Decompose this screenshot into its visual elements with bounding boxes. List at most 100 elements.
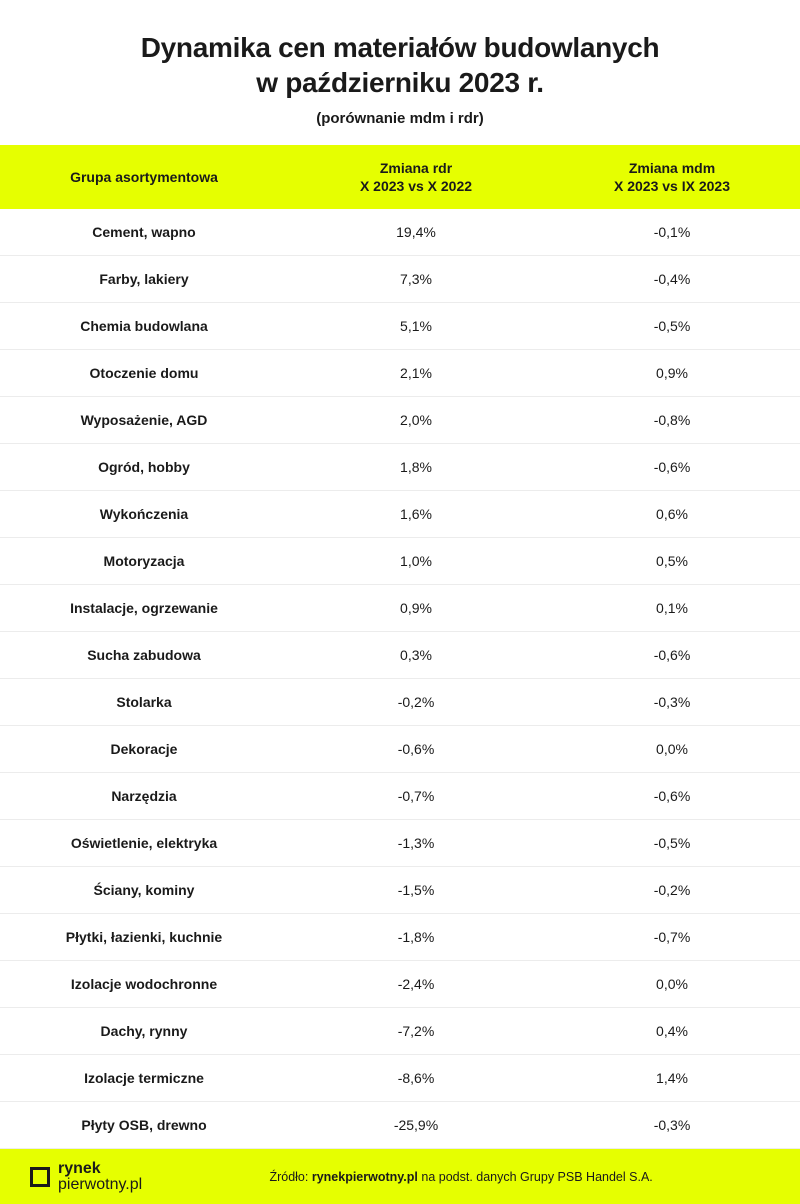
title-line-1: Dynamika cen materiałów budowlanych [141,32,660,63]
logo-square-icon [30,1167,50,1187]
row-label: Sucha zabudowa [0,647,288,663]
table-header: Grupa asortymentowa Zmiana rdr X 2023 vs… [0,145,800,209]
table-row: Chemia budowlana5,1%-0,5% [0,303,800,350]
table-row: Instalacje, ogrzewanie0,9%0,1% [0,585,800,632]
row-rdr-value: -1,8% [288,929,544,945]
row-label: Ściany, kominy [0,882,288,898]
row-mdm-value: 0,9% [544,365,800,381]
table-row: Motoryzacja1,0%0,5% [0,538,800,585]
row-mdm-value: 0,5% [544,553,800,569]
header: Dynamika cen materiałów budowlanych w pa… [0,0,800,145]
table-row: Oświetlenie, elektryka-1,3%-0,5% [0,820,800,867]
row-label: Oświetlenie, elektryka [0,835,288,851]
table-row: Sucha zabudowa0,3%-0,6% [0,632,800,679]
column-header-rdr: Zmiana rdr X 2023 vs X 2022 [288,159,544,195]
col-rdr-line2: X 2023 vs X 2022 [360,178,472,194]
row-mdm-value: 0,1% [544,600,800,616]
row-label: Płyty OSB, drewno [0,1117,288,1133]
row-mdm-value: -0,3% [544,1117,800,1133]
row-label: Otoczenie domu [0,365,288,381]
page-title: Dynamika cen materiałów budowlanych w pa… [40,30,760,100]
table-row: Płyty OSB, drewno-25,9%-0,3% [0,1102,800,1149]
row-rdr-value: -2,4% [288,976,544,992]
row-rdr-value: 19,4% [288,224,544,240]
col-rdr-line1: Zmiana rdr [380,160,452,176]
column-header-group: Grupa asortymentowa [0,159,288,195]
row-label: Stolarka [0,694,288,710]
col-mdm-line1: Zmiana mdm [629,160,715,176]
row-rdr-value: -8,6% [288,1070,544,1086]
page-subtitle: (porównanie mdm i rdr) [40,110,760,127]
row-label: Instalacje, ogrzewanie [0,600,288,616]
logo-rest: pierwotny [58,1176,125,1193]
row-rdr-value: 1,8% [288,459,544,475]
row-mdm-value: -0,5% [544,318,800,334]
source-bold: rynekpierwotny.pl [312,1170,418,1184]
brand-logo: rynekpierwotny.pl [30,1161,142,1191]
row-mdm-value: 0,6% [544,506,800,522]
logo-text: rynekpierwotny.pl [58,1161,142,1191]
row-mdm-value: 0,0% [544,976,800,992]
row-label: Płytki, łazienki, kuchnie [0,929,288,945]
table-body: Cement, wapno19,4%-0,1%Farby, lakiery7,3… [0,209,800,1149]
row-rdr-value: -0,2% [288,694,544,710]
footer: rynekpierwotny.pl Źródło: rynekpierwotny… [0,1149,800,1203]
row-label: Ogród, hobby [0,459,288,475]
row-rdr-value: -0,7% [288,788,544,804]
table-row: Narzędzia-0,7%-0,6% [0,773,800,820]
row-mdm-value: -0,7% [544,929,800,945]
row-rdr-value: 0,3% [288,647,544,663]
table-row: Dekoracje-0,6%0,0% [0,726,800,773]
row-rdr-value: 2,1% [288,365,544,381]
table-row: Stolarka-0,2%-0,3% [0,679,800,726]
row-rdr-value: -0,6% [288,741,544,757]
row-mdm-value: -0,4% [544,271,800,287]
row-label: Izolacje wodochronne [0,976,288,992]
row-mdm-value: -0,6% [544,459,800,475]
row-label: Dekoracje [0,741,288,757]
row-label: Motoryzacja [0,553,288,569]
row-rdr-value: -1,3% [288,835,544,851]
row-label: Dachy, rynny [0,1023,288,1039]
row-mdm-value: -0,3% [544,694,800,710]
row-label: Narzędzia [0,788,288,804]
table-row: Otoczenie domu2,1%0,9% [0,350,800,397]
row-mdm-value: -0,8% [544,412,800,428]
row-mdm-value: -0,6% [544,788,800,804]
row-mdm-value: -0,1% [544,224,800,240]
row-label: Wykończenia [0,506,288,522]
row-label: Izolacje termiczne [0,1070,288,1086]
table-row: Cement, wapno19,4%-0,1% [0,209,800,256]
row-mdm-value: 1,4% [544,1070,800,1086]
row-rdr-value: 0,9% [288,600,544,616]
source-prefix: Źródło: [269,1170,311,1184]
row-rdr-value: 7,3% [288,271,544,287]
title-line-2: w październiku 2023 r. [256,67,544,98]
row-mdm-value: -0,6% [544,647,800,663]
table-row: Ściany, kominy-1,5%-0,2% [0,867,800,914]
table-row: Izolacje wodochronne-2,4%0,0% [0,961,800,1008]
row-rdr-value: -7,2% [288,1023,544,1039]
source-text: Źródło: rynekpierwotny.pl na podst. dany… [142,1170,770,1184]
table-row: Wykończenia1,6%0,6% [0,491,800,538]
row-rdr-value: -1,5% [288,882,544,898]
table-row: Izolacje termiczne-8,6%1,4% [0,1055,800,1102]
row-rdr-value: 5,1% [288,318,544,334]
row-rdr-value: 2,0% [288,412,544,428]
row-mdm-value: -0,2% [544,882,800,898]
row-label: Wyposażenie, AGD [0,412,288,428]
row-label: Cement, wapno [0,224,288,240]
column-header-mdm: Zmiana mdm X 2023 vs IX 2023 [544,159,800,195]
table-row: Wyposażenie, AGD2,0%-0,8% [0,397,800,444]
table-row: Farby, lakiery7,3%-0,4% [0,256,800,303]
row-rdr-value: 1,6% [288,506,544,522]
infographic-page: Dynamika cen materiałów budowlanych w pa… [0,0,800,1201]
col-mdm-line2: X 2023 vs IX 2023 [614,178,730,194]
row-label: Chemia budowlana [0,318,288,334]
table-row: Płytki, łazienki, kuchnie-1,8%-0,7% [0,914,800,961]
logo-tld: .pl [125,1176,142,1193]
row-label: Farby, lakiery [0,271,288,287]
table-row: Dachy, rynny-7,2%0,4% [0,1008,800,1055]
row-rdr-value: 1,0% [288,553,544,569]
source-rest: na podst. danych Grupy PSB Handel S.A. [418,1170,653,1184]
